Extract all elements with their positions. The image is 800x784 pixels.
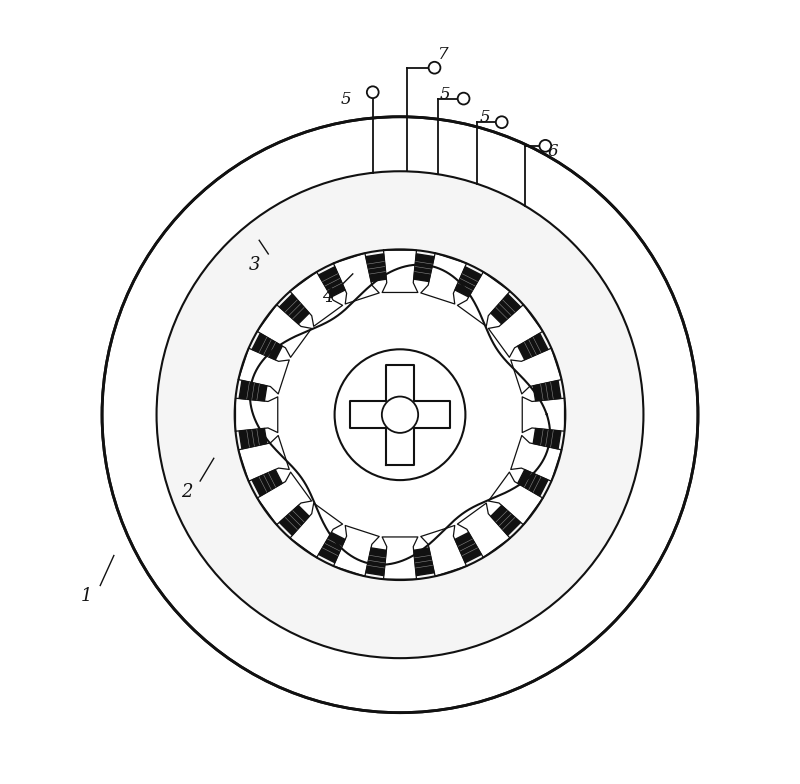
- Polygon shape: [290, 503, 342, 557]
- Text: 5: 5: [440, 86, 450, 103]
- Circle shape: [458, 93, 470, 104]
- Polygon shape: [534, 429, 561, 448]
- Polygon shape: [239, 381, 266, 401]
- Polygon shape: [455, 267, 482, 297]
- Polygon shape: [318, 532, 345, 563]
- Polygon shape: [366, 548, 386, 575]
- Circle shape: [367, 86, 378, 98]
- Circle shape: [334, 350, 466, 480]
- Text: 5: 5: [479, 109, 490, 126]
- Polygon shape: [455, 532, 482, 563]
- Polygon shape: [534, 381, 561, 401]
- Circle shape: [496, 116, 508, 128]
- Circle shape: [382, 397, 418, 433]
- Text: 1: 1: [81, 587, 92, 605]
- Polygon shape: [458, 503, 510, 557]
- Polygon shape: [238, 348, 290, 394]
- Circle shape: [429, 62, 441, 74]
- Polygon shape: [252, 333, 282, 360]
- Polygon shape: [258, 472, 311, 524]
- Circle shape: [253, 267, 547, 562]
- Text: 2: 2: [181, 483, 192, 501]
- Polygon shape: [239, 429, 266, 448]
- Polygon shape: [250, 265, 550, 564]
- Polygon shape: [279, 294, 309, 324]
- Polygon shape: [238, 435, 290, 481]
- Polygon shape: [334, 525, 379, 576]
- Polygon shape: [350, 365, 450, 465]
- Polygon shape: [258, 305, 311, 358]
- Circle shape: [539, 140, 551, 152]
- Polygon shape: [290, 272, 342, 326]
- Text: 5: 5: [340, 91, 351, 108]
- Polygon shape: [414, 254, 434, 281]
- Polygon shape: [421, 253, 466, 304]
- Text: 7: 7: [438, 45, 449, 63]
- Polygon shape: [491, 294, 521, 324]
- Polygon shape: [510, 435, 562, 481]
- Polygon shape: [318, 267, 345, 297]
- Circle shape: [157, 171, 643, 658]
- Polygon shape: [414, 548, 434, 575]
- Polygon shape: [489, 305, 542, 358]
- Polygon shape: [334, 253, 379, 304]
- Polygon shape: [252, 470, 282, 496]
- Polygon shape: [518, 333, 548, 360]
- Polygon shape: [510, 348, 562, 394]
- Polygon shape: [366, 254, 386, 281]
- Polygon shape: [458, 272, 510, 326]
- Polygon shape: [279, 506, 309, 535]
- Text: 4: 4: [322, 288, 333, 306]
- Polygon shape: [522, 397, 565, 433]
- Polygon shape: [382, 537, 418, 579]
- Polygon shape: [491, 506, 521, 535]
- Polygon shape: [421, 525, 466, 576]
- Polygon shape: [518, 470, 548, 496]
- Circle shape: [253, 267, 547, 562]
- Circle shape: [102, 117, 698, 713]
- Polygon shape: [382, 250, 418, 292]
- Polygon shape: [489, 472, 542, 524]
- Polygon shape: [235, 397, 278, 433]
- Text: 3: 3: [249, 256, 261, 274]
- Text: 6: 6: [547, 143, 558, 160]
